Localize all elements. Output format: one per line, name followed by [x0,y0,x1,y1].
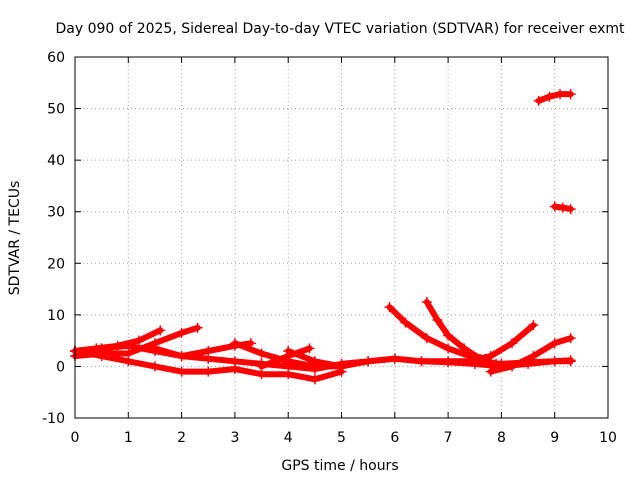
data-point [283,345,294,356]
data-point [485,351,496,362]
series-track-12 [485,333,576,377]
data-point [565,204,576,215]
data-point [464,356,475,367]
data-point [565,333,576,344]
series-track [466,322,537,365]
data-point [256,361,267,372]
data-point [533,95,544,106]
data-point [149,361,160,372]
data-point [155,325,166,336]
y-tick-label: 30 [47,205,65,221]
data-point [421,296,432,307]
data-point [149,343,160,354]
data-point [528,320,539,331]
data-point [203,345,214,356]
series-track-4 [70,345,347,385]
data-point [203,366,214,377]
series-track-14 [549,201,576,215]
data-point [565,356,576,367]
data-point [459,343,470,354]
y-tick-label: 60 [47,50,65,66]
data-point [123,356,134,367]
data-point [229,364,240,375]
data-point [389,353,400,364]
data-point [432,315,443,326]
axis-ticks: 0 1 2 3 4 5 6 7 8 9 10 -10 0 10 20 30 40 50 60 [42,50,617,446]
x-tick-label: 0 [71,430,80,446]
data-point [555,89,566,100]
data-point [416,356,427,367]
x-tick-label: 2 [177,430,186,446]
data-point [304,343,315,354]
data-point [176,366,187,377]
data-point [283,369,294,380]
data-point [112,340,123,351]
data-point [96,351,107,362]
data-point [309,356,320,367]
data-point [549,338,560,349]
data-point [507,361,518,372]
x-tick-label: 4 [284,430,293,446]
y-tick-label: 20 [47,256,65,272]
data-point [384,302,395,313]
data-point [176,327,187,338]
y-tick-label: 10 [47,308,65,324]
data-point [443,343,454,354]
y-tick-label: 0 [56,359,65,375]
chart-title: Day 090 of 2025, Sidereal Day-to-day VTE… [56,21,626,37]
data-point [549,201,560,212]
data-point [133,335,144,346]
y-tick-label: 40 [47,153,65,169]
data-point [557,202,568,213]
data-point [309,374,320,385]
data-point [528,351,539,362]
x-tick-label: 8 [497,430,506,446]
x-tick-label: 7 [444,430,453,446]
y-tick-label: 50 [47,102,65,118]
data-point [176,351,187,362]
data-point [192,322,203,333]
data-point [421,333,432,344]
x-tick-label: 9 [550,430,559,446]
y-tick-label: -10 [42,411,65,427]
data-point [549,356,560,367]
data-point [507,338,518,349]
data-point [485,366,496,377]
x-tick-label: 10 [599,430,617,446]
series-track-13 [533,89,576,106]
data-point [256,348,267,359]
x-tick-label: 5 [337,430,346,446]
data-point [491,358,502,369]
data-point [229,338,240,349]
grid [75,57,608,418]
y-axis-label: SDTVAR / TECUs [7,181,23,296]
data-point [363,356,374,367]
data-series [70,89,576,385]
data-point [565,89,576,100]
data-point [336,361,347,372]
x-tick-label: 1 [124,430,133,446]
series-track-11 [464,320,539,367]
data-point [400,317,411,328]
x-axis-label: GPS time / hours [281,458,398,474]
data-point [544,91,555,102]
x-tick-label: 3 [230,430,239,446]
series-track [535,91,574,104]
data-point [443,330,454,341]
data-point [443,357,454,368]
series-track-7 [256,343,315,372]
x-tick-label: 6 [390,430,399,446]
